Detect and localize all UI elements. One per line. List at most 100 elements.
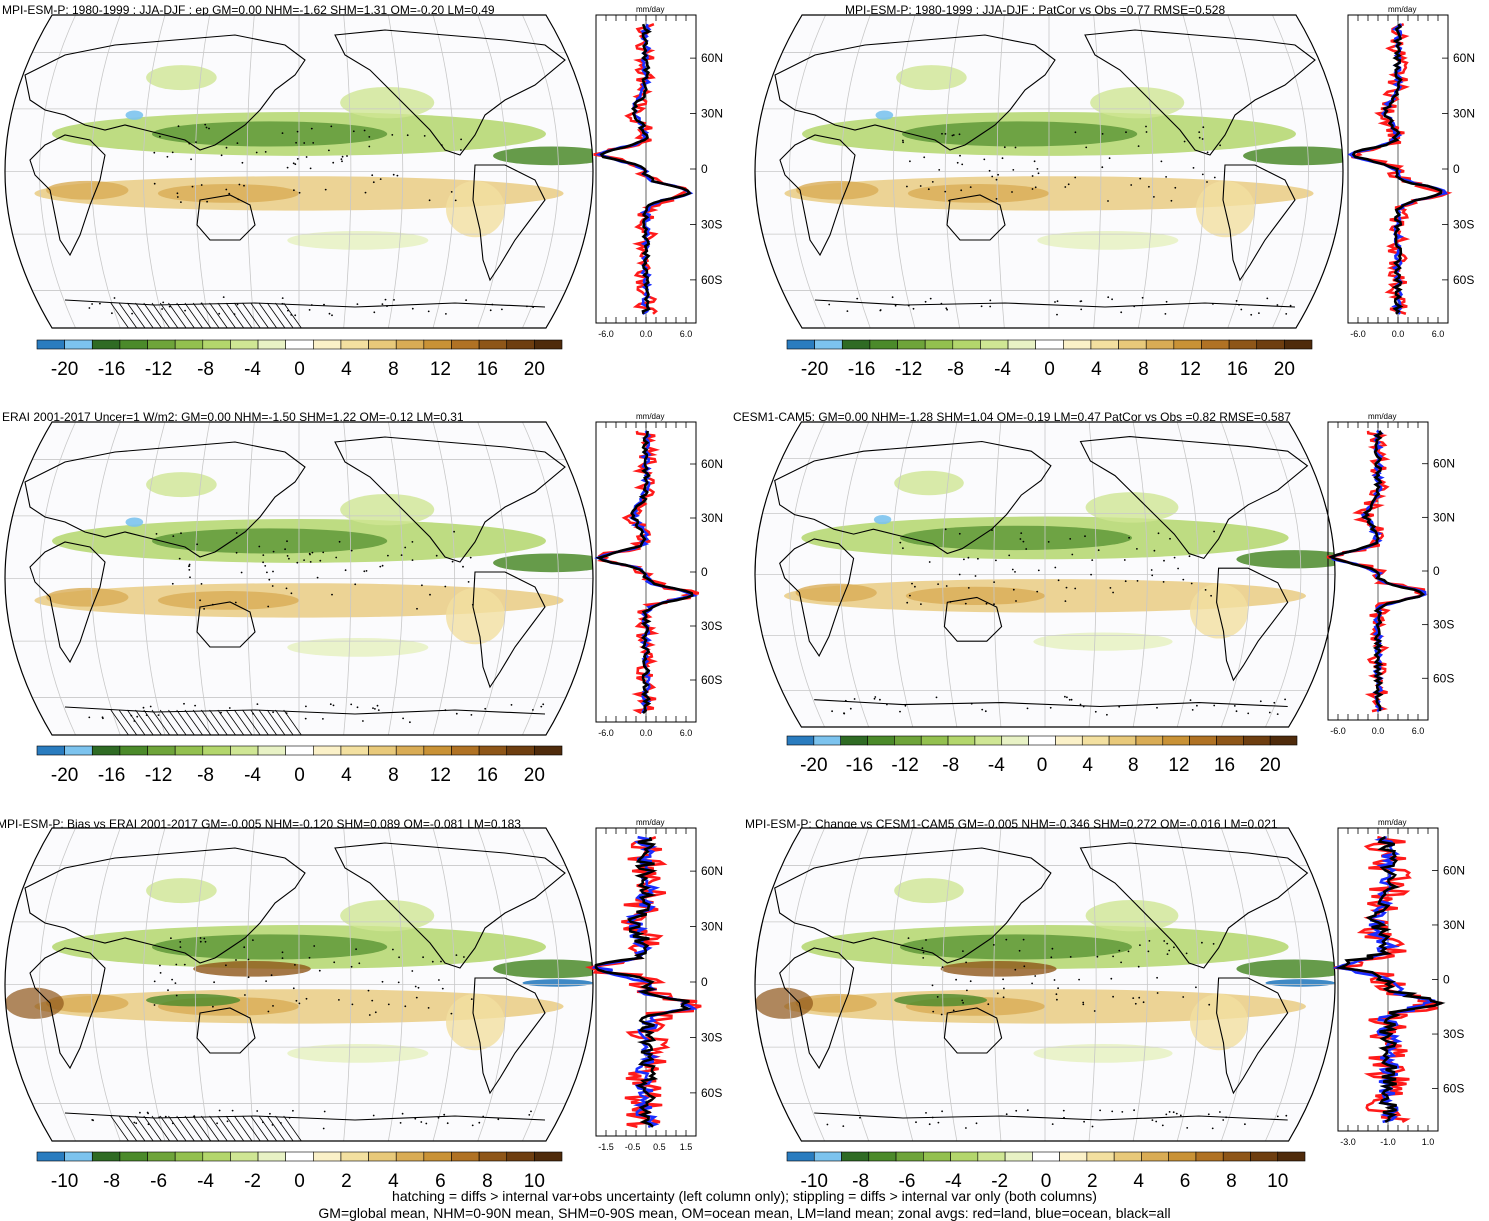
zonal-x-label: 1.5 xyxy=(680,1142,693,1152)
precip-north-pacific xyxy=(1085,899,1179,932)
colorbar-label: 20 xyxy=(1274,359,1295,380)
colorbar-swatch xyxy=(1250,1151,1279,1162)
colorbar-label: -20 xyxy=(51,359,78,380)
colorbar-swatch xyxy=(867,735,895,746)
lat-label: 60S xyxy=(1433,671,1454,685)
lat-label: 30N xyxy=(701,107,723,121)
coast-antarctica xyxy=(814,699,1288,708)
colorbar-label: -16 xyxy=(846,755,873,776)
lat-label: 60N xyxy=(701,457,723,471)
colorbar-label: 0 xyxy=(1041,1171,1052,1192)
colorbar-label: -4 xyxy=(945,1171,962,1192)
colorbar-swatch xyxy=(202,745,231,756)
colorbar-swatch xyxy=(119,339,148,350)
colorbar-label: 16 xyxy=(477,359,498,380)
colorbar-swatch xyxy=(395,339,425,350)
coastlines xyxy=(774,29,1316,308)
colorbar-swatch xyxy=(230,339,259,350)
map-plot xyxy=(4,827,594,1142)
zonal-all-line xyxy=(599,23,692,315)
panel-title: ERAI 2001-2017 Uncer=1 W/m2: GM=0.00 NHM… xyxy=(2,410,464,424)
colorbar-swatch xyxy=(974,735,1003,746)
colorbar-swatch xyxy=(1228,339,1258,350)
colorbar-swatch xyxy=(1113,1151,1142,1162)
colorbar-label: 0 xyxy=(1044,359,1055,380)
colorbar-swatch xyxy=(285,1151,314,1162)
colorbar-swatch xyxy=(980,339,1009,350)
colorbar-swatch xyxy=(423,745,452,756)
colorbar-swatch xyxy=(897,339,926,350)
colorbar-label: -20 xyxy=(801,359,828,380)
zonal-x-label: 0.0 xyxy=(640,728,653,738)
colorbar-label: -12 xyxy=(145,765,172,786)
colorbar-label: -8 xyxy=(197,359,214,380)
precip-north-pacific xyxy=(340,899,435,932)
coast-north-america xyxy=(1079,842,1309,969)
zonal-unit-label: mm/day xyxy=(636,5,664,14)
coast-australia xyxy=(196,1007,256,1054)
precip-core-north xyxy=(152,121,388,147)
colorbar-swatch xyxy=(1201,339,1230,350)
coast-south-america xyxy=(1216,977,1289,1095)
colorbar: -10 -8 -6 -4 -2 0 2 4 6 8 10 xyxy=(36,1151,563,1192)
colorbar-swatch xyxy=(313,745,342,756)
lat-label: 30S xyxy=(1453,217,1474,231)
colorbar-swatch xyxy=(868,1151,897,1162)
coastlines xyxy=(774,842,1309,1121)
colorbar-swatch xyxy=(1063,339,1092,350)
coast-africa xyxy=(779,134,856,257)
precip-core-south xyxy=(907,184,1049,203)
precip-south-pacific xyxy=(1037,230,1179,250)
coast-south-america xyxy=(1222,164,1296,282)
colorbar-swatch xyxy=(1001,735,1029,746)
colorbar-label: 8 xyxy=(388,359,399,380)
coastlines xyxy=(24,29,566,308)
colorbar-swatch xyxy=(1086,1151,1115,1162)
coast-africa xyxy=(29,947,106,1070)
colorbar-label: -2 xyxy=(244,1171,261,1192)
colorbar-label: 4 xyxy=(388,1171,399,1192)
colorbar-label: -4 xyxy=(988,755,1005,776)
hatching xyxy=(110,302,302,328)
lat-label: 60S xyxy=(701,1086,722,1100)
colorbar-label: -4 xyxy=(244,359,261,380)
lat-label: 30S xyxy=(701,619,722,633)
colorbar-swatch xyxy=(36,745,65,756)
lat-label: 30S xyxy=(701,217,722,231)
colorbar-swatch xyxy=(91,1151,121,1162)
lat-label: 0 xyxy=(701,565,708,579)
colorbar-swatch xyxy=(1256,339,1285,350)
coast-eurasia xyxy=(24,441,306,558)
graticule xyxy=(755,422,1335,727)
precip-north-pacific xyxy=(1085,492,1179,523)
zonal-x-label: 0.0 xyxy=(1372,726,1385,736)
precip-north-pacific xyxy=(1090,86,1185,119)
zonal-x-label: -6.0 xyxy=(598,728,614,738)
colorbar-label: -8 xyxy=(947,359,964,380)
colorbar-swatch xyxy=(36,1151,65,1162)
colorbar-swatch xyxy=(202,339,231,350)
lat-label: 60N xyxy=(1443,863,1465,877)
graticule xyxy=(5,422,593,735)
colorbar-swatch xyxy=(841,1151,870,1162)
colorbar-swatch xyxy=(814,339,843,350)
lat-label: 0 xyxy=(1433,564,1440,578)
colorbar-swatch xyxy=(786,1151,815,1162)
colorbar-swatch xyxy=(174,339,204,350)
colorbar-label: -6 xyxy=(899,1171,916,1192)
colorbar-swatch xyxy=(534,339,563,350)
colorbar-swatch xyxy=(451,745,480,756)
map-plot xyxy=(4,421,594,736)
zonal-unit-label: mm/day xyxy=(1378,818,1406,827)
colorbar-label: 12 xyxy=(430,359,451,380)
colorbar-label: -4 xyxy=(244,765,261,786)
bias-blue-core xyxy=(1265,979,1335,987)
colorbar-label: 16 xyxy=(1214,755,1235,776)
stippling xyxy=(88,123,534,317)
lat-label: 60S xyxy=(1453,273,1474,287)
precip-core-indian xyxy=(46,180,129,200)
colorbar-label: 0 xyxy=(294,359,305,380)
precip-core-indian xyxy=(46,993,129,1013)
coast-south-america xyxy=(472,571,546,689)
colorbar-swatch xyxy=(977,1151,1006,1162)
